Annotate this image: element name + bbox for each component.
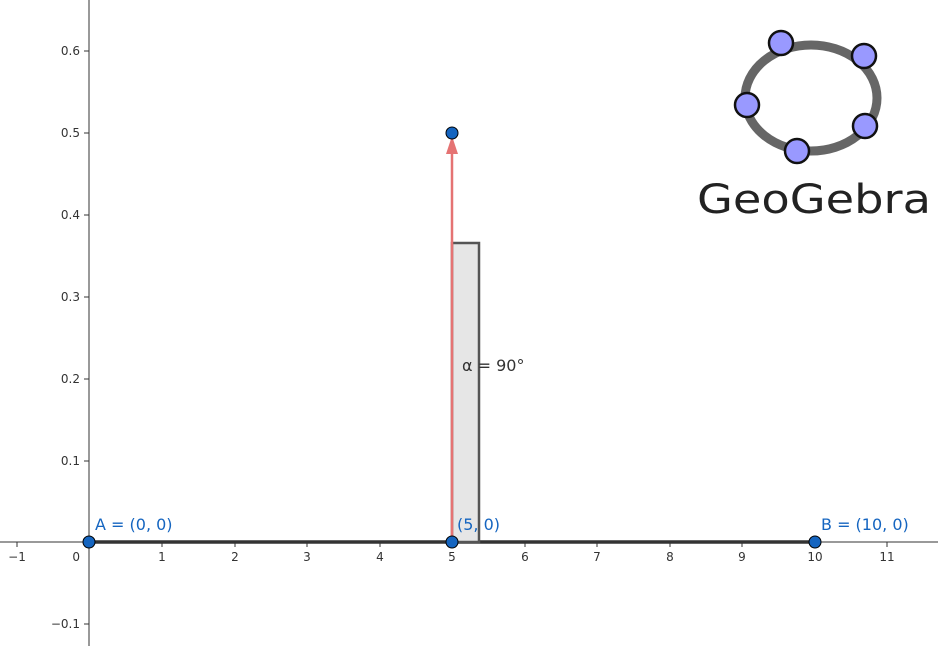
x-tick-label: 2 [231,550,239,564]
y-axis-tick-labels: 0.6 0.5 0.4 0.3 0.2 0.1 −0.1 [51,44,80,631]
y-tick-label: 0.2 [61,372,80,386]
y-tick-label: 0.1 [61,454,80,468]
x-tick-label: 3 [303,550,311,564]
logo-text: GeoGebra [697,177,931,223]
vector-arrowhead [446,136,458,154]
y-tick-label: 0.5 [61,126,80,140]
point-b-label: B = (10, 0) [821,515,909,534]
x-tick-label: 11 [879,550,894,564]
x-tick-label: 4 [376,550,384,564]
logo-node-icon [851,112,879,140]
point-top[interactable] [445,126,459,140]
logo-node-icon [733,91,761,119]
x-tick-label: 5 [448,550,456,564]
y-tick-label: 0.6 [61,44,80,58]
x-tick-label: 1 [158,550,166,564]
point-a[interactable] [82,535,96,549]
x-tick-label: 6 [521,550,529,564]
x-tick-label: 8 [666,550,674,564]
logo-node-icon [850,42,878,70]
point-a-label: A = (0, 0) [95,515,173,534]
y-tick-label: 0.4 [61,208,80,222]
x-tick-label: −1 [8,550,26,564]
point-midpoint-label: (5, 0) [457,515,500,534]
point-midpoint[interactable] [445,535,459,549]
point-b[interactable] [808,535,822,549]
logo-node-icon [767,29,795,57]
geogebra-logo: GeoGebra [697,29,931,223]
angle-marker[interactable] [450,241,481,544]
x-tick-label: 0 [72,550,80,564]
x-tick-label: 7 [593,550,601,564]
y-tick-label: 0.3 [61,290,80,304]
x-axis-tick-labels: −1 0 1 2 3 4 5 6 7 8 9 10 11 [8,550,894,564]
y-tick-label: −0.1 [51,617,80,631]
logo-node-icon [783,137,811,165]
x-tick-label: 9 [738,550,746,564]
angle-label: α = 90° [462,356,524,375]
x-tick-label: 10 [807,550,822,564]
y-axis-ticks [84,50,89,625]
